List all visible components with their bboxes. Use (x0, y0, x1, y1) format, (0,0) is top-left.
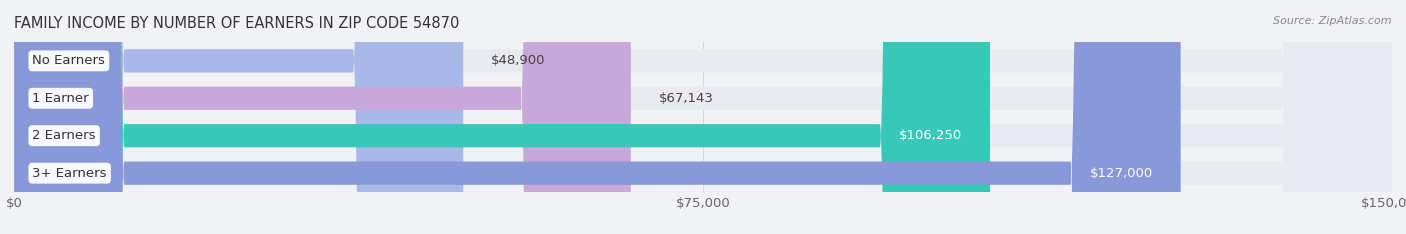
FancyBboxPatch shape (14, 0, 1392, 234)
Text: $127,000: $127,000 (1090, 167, 1153, 180)
Text: 1 Earner: 1 Earner (32, 92, 89, 105)
FancyBboxPatch shape (14, 0, 1392, 234)
Text: $67,143: $67,143 (658, 92, 713, 105)
FancyBboxPatch shape (14, 0, 631, 234)
FancyBboxPatch shape (14, 0, 1392, 234)
Text: No Earners: No Earners (32, 54, 105, 67)
Text: Source: ZipAtlas.com: Source: ZipAtlas.com (1274, 16, 1392, 26)
Text: $106,250: $106,250 (900, 129, 963, 142)
FancyBboxPatch shape (14, 0, 463, 234)
FancyBboxPatch shape (14, 0, 990, 234)
FancyBboxPatch shape (14, 0, 1392, 234)
Text: FAMILY INCOME BY NUMBER OF EARNERS IN ZIP CODE 54870: FAMILY INCOME BY NUMBER OF EARNERS IN ZI… (14, 16, 460, 31)
FancyBboxPatch shape (14, 0, 1181, 234)
Text: 2 Earners: 2 Earners (32, 129, 96, 142)
Text: 3+ Earners: 3+ Earners (32, 167, 107, 180)
Text: $48,900: $48,900 (491, 54, 546, 67)
